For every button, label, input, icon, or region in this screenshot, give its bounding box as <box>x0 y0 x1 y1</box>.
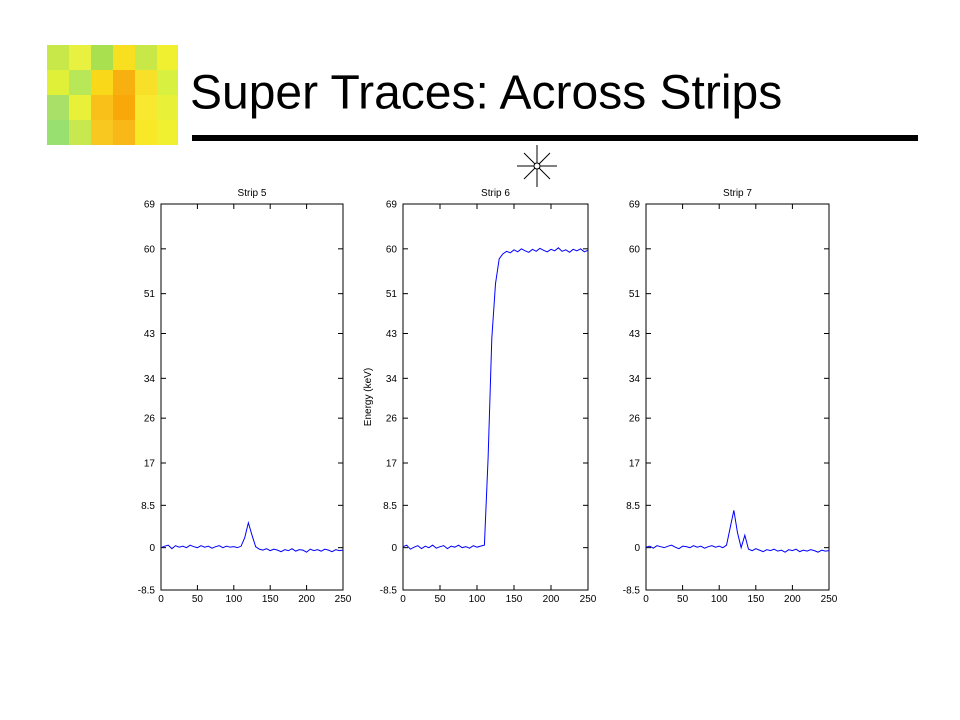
trace <box>402 247 589 550</box>
x-tick-label: 250 <box>821 594 838 605</box>
x-tick-label: 100 <box>225 594 242 605</box>
x-tick-label: 200 <box>543 594 560 605</box>
trace <box>160 520 344 553</box>
y-tick-label: 69 <box>629 200 641 211</box>
x-tick-label: 200 <box>784 594 801 605</box>
y-tick-label: -8.5 <box>138 586 156 597</box>
x-tick-label: 150 <box>262 594 279 605</box>
x-tick-label: 100 <box>469 594 486 605</box>
y-tick-label: 26 <box>629 414 641 425</box>
sparkle <box>517 145 557 187</box>
y-tick-label: 0 <box>634 543 640 554</box>
plot-area <box>402 203 589 591</box>
y-tick-label: 60 <box>144 244 156 255</box>
y-tick-label: 17 <box>386 458 398 469</box>
y-tick-label: 17 <box>629 458 641 469</box>
y-tick-label: 0 <box>391 543 397 554</box>
y-tick-label: 43 <box>386 329 398 340</box>
x-tick-label: 150 <box>747 594 764 605</box>
y-tick-label: 0 <box>149 543 155 554</box>
x-tick-label: 250 <box>580 594 597 605</box>
x-tick-label: 100 <box>711 594 728 605</box>
x-tick-label: 0 <box>643 594 649 605</box>
x-tick-label: 50 <box>677 594 689 605</box>
x-tick-label: 50 <box>192 594 204 605</box>
y-tick-label: 69 <box>144 200 156 211</box>
x-tick-label: 0 <box>158 594 164 605</box>
x-tick-label: 50 <box>434 594 446 605</box>
chart-title: Strip 6 <box>481 188 510 199</box>
y-tick-label: 60 <box>629 244 641 255</box>
x-tick-label: 0 <box>400 594 406 605</box>
y-tick-label: 26 <box>144 414 156 425</box>
logo <box>47 45 178 145</box>
chart-title: Strip 7 <box>723 188 752 199</box>
y-tick-label: 8.5 <box>626 501 640 512</box>
y-tick-label: -8.5 <box>380 586 398 597</box>
y-tick-label: 34 <box>144 374 156 385</box>
y-tick-label: 51 <box>629 289 641 300</box>
y-tick-label: 51 <box>386 289 398 300</box>
y-tick-label: -8.5 <box>623 586 641 597</box>
title-rule <box>192 135 918 141</box>
x-tick-label: 200 <box>298 594 315 605</box>
y-tick-label: 43 <box>629 329 641 340</box>
x-tick-label: 250 <box>335 594 352 605</box>
y-tick-label: 34 <box>386 374 398 385</box>
y-tick-label: 8.5 <box>383 501 397 512</box>
y-tick-label: 34 <box>629 374 641 385</box>
y-tick-label: 8.5 <box>141 501 155 512</box>
chart-title: Strip 5 <box>238 188 267 199</box>
x-tick-label: 150 <box>506 594 523 605</box>
y-tick-label: 43 <box>144 329 156 340</box>
plot-area <box>645 203 830 591</box>
y-tick-label: 69 <box>386 200 398 211</box>
trace <box>645 510 830 553</box>
y-tick-label: 60 <box>386 244 398 255</box>
y-tick-label: 26 <box>386 414 398 425</box>
y-tick-label: 51 <box>144 289 156 300</box>
plot-area <box>160 203 344 591</box>
y-axis-label: Energy (keV) <box>363 368 374 426</box>
y-tick-label: 17 <box>144 458 156 469</box>
slide-title: Super Traces: Across Strips <box>190 67 782 120</box>
